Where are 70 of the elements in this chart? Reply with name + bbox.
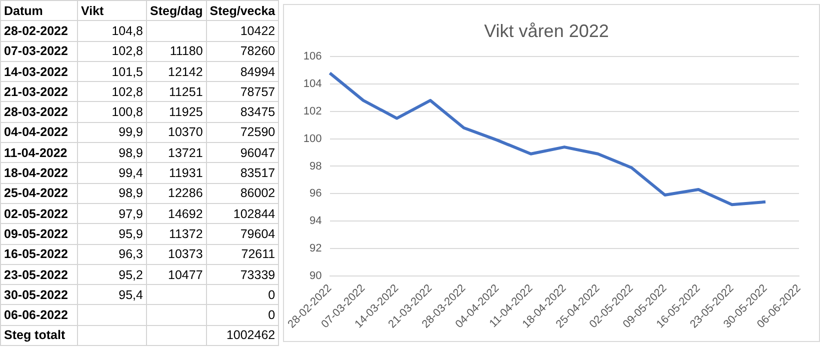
data-label: 96047 (206, 142, 279, 163)
data-label: 10373 (146, 244, 206, 264)
data-label: 96,3 (78, 244, 146, 264)
data-label: 13721 (146, 142, 206, 163)
y-tick-label: 106 (303, 50, 322, 63)
category-label: 23-05-2022 (0, 264, 78, 285)
chart-title: Vikt våren 2022 (484, 20, 609, 41)
data-label: 84994 (206, 61, 279, 82)
legend-label: Steg/vecka (206, 0, 279, 21)
data-label: 12286 (146, 183, 206, 204)
data-label: 1002462 (206, 325, 279, 346)
y-tick-label: 94 (310, 215, 322, 228)
data-label: 78757 (206, 82, 279, 102)
category-label: 25-04-2022 (0, 183, 78, 204)
data-label: 12142 (146, 61, 206, 82)
y-tick-label: 102 (303, 105, 322, 118)
y-tick-label: 90 (310, 270, 322, 282)
data-label: 98,9 (78, 183, 146, 204)
data-label: 95,2 (78, 264, 146, 285)
category-label: 21-03-2022 (0, 82, 78, 102)
data-label: 98,9 (78, 142, 146, 163)
data-label: 72611 (206, 244, 279, 264)
data-label: 79604 (206, 224, 279, 244)
data-label: 102,8 (78, 82, 146, 102)
y-tick-label: 104 (303, 78, 322, 90)
data-label: 100,8 (78, 102, 146, 122)
data-label: 10477 (146, 264, 206, 285)
y-tick-label: 92 (310, 242, 322, 254)
y-tick-label: 98 (310, 160, 322, 172)
data-label: 11925 (146, 102, 206, 122)
category-label: 28-02-2022 (0, 20, 78, 42)
data-label: 10370 (146, 122, 206, 143)
category-label: 09-05-2022 (0, 224, 78, 244)
text: Vikt (78, 0, 146, 21)
data-label: 99,9 (78, 122, 146, 143)
data-label: 14692 (146, 203, 206, 224)
category-label: 02-05-2022 (0, 203, 78, 224)
data-label: 11180 (146, 41, 206, 62)
category-label: 07-03-2022 (0, 41, 78, 62)
data-label: 95,9 (78, 224, 146, 244)
category-label: 14-03-2022 (0, 61, 78, 82)
data-label: 10422 (206, 20, 279, 42)
data-label: 73339 (206, 264, 279, 285)
y-tick-label: 96 (310, 188, 322, 200)
data-label: 11372 (146, 224, 206, 244)
y-tick-label: 100 (303, 132, 322, 145)
text: Steg/dag (146, 0, 206, 21)
category-label: 28-03-2022 (0, 102, 78, 122)
data-label: 11251 (146, 82, 206, 102)
data-label: 104,8 (78, 20, 146, 42)
category-label: 11-04-2022 (0, 142, 78, 163)
data-label: 95,4 (78, 284, 146, 305)
data-label: 86002 (206, 183, 279, 204)
data-label: 97,9 (78, 203, 146, 224)
text: Datum (0, 0, 78, 21)
category-label: 18-04-2022 (0, 162, 78, 184)
data-label: 102,8 (78, 41, 146, 62)
category-label: Steg totalt (0, 325, 78, 346)
data-label: 101,5 (78, 61, 146, 82)
data-label: 72590 (206, 122, 279, 143)
data-label: 102844 (206, 203, 279, 224)
category-label: 16-05-2022 (0, 244, 78, 264)
data-label: 0 (206, 284, 279, 305)
data-label: 83517 (206, 162, 279, 184)
data-label: 78260 (206, 41, 279, 62)
data-label: 99,4 (78, 162, 146, 184)
data-label: 83475 (206, 102, 279, 122)
data-label: 11931 (146, 162, 206, 184)
data-label: 0 (206, 304, 279, 326)
category-label: 04-04-2022 (0, 122, 78, 143)
